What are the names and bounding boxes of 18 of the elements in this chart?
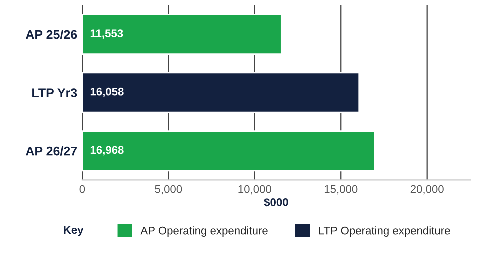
data-label: 11,553 bbox=[90, 30, 124, 40]
x-tick-label: 5,000 bbox=[155, 185, 182, 195]
y-tick-label: AP 26/27 bbox=[26, 146, 78, 156]
x-axis-title: $000 bbox=[264, 198, 288, 208]
x-tick-label: 0 bbox=[80, 185, 86, 194]
x-tick-label: 20,000 bbox=[410, 185, 444, 195]
x-tick-label: 10,000 bbox=[238, 185, 272, 195]
data-label: 16,968 bbox=[90, 146, 124, 156]
y-tick-label: AP 25/26 bbox=[26, 30, 78, 40]
x-tick-label: 15,000 bbox=[324, 185, 358, 195]
legend-label: LTP Operating expenditure bbox=[319, 226, 450, 237]
data-label: 16,058 bbox=[90, 88, 124, 98]
legend-title: Key bbox=[64, 226, 84, 236]
bar bbox=[82, 72, 360, 114]
legend-label: AP Operating expenditure bbox=[140, 226, 268, 237]
y-tick-label: LTP Yr3 bbox=[32, 88, 78, 98]
bar bbox=[82, 130, 376, 172]
bar bbox=[82, 14, 282, 56]
